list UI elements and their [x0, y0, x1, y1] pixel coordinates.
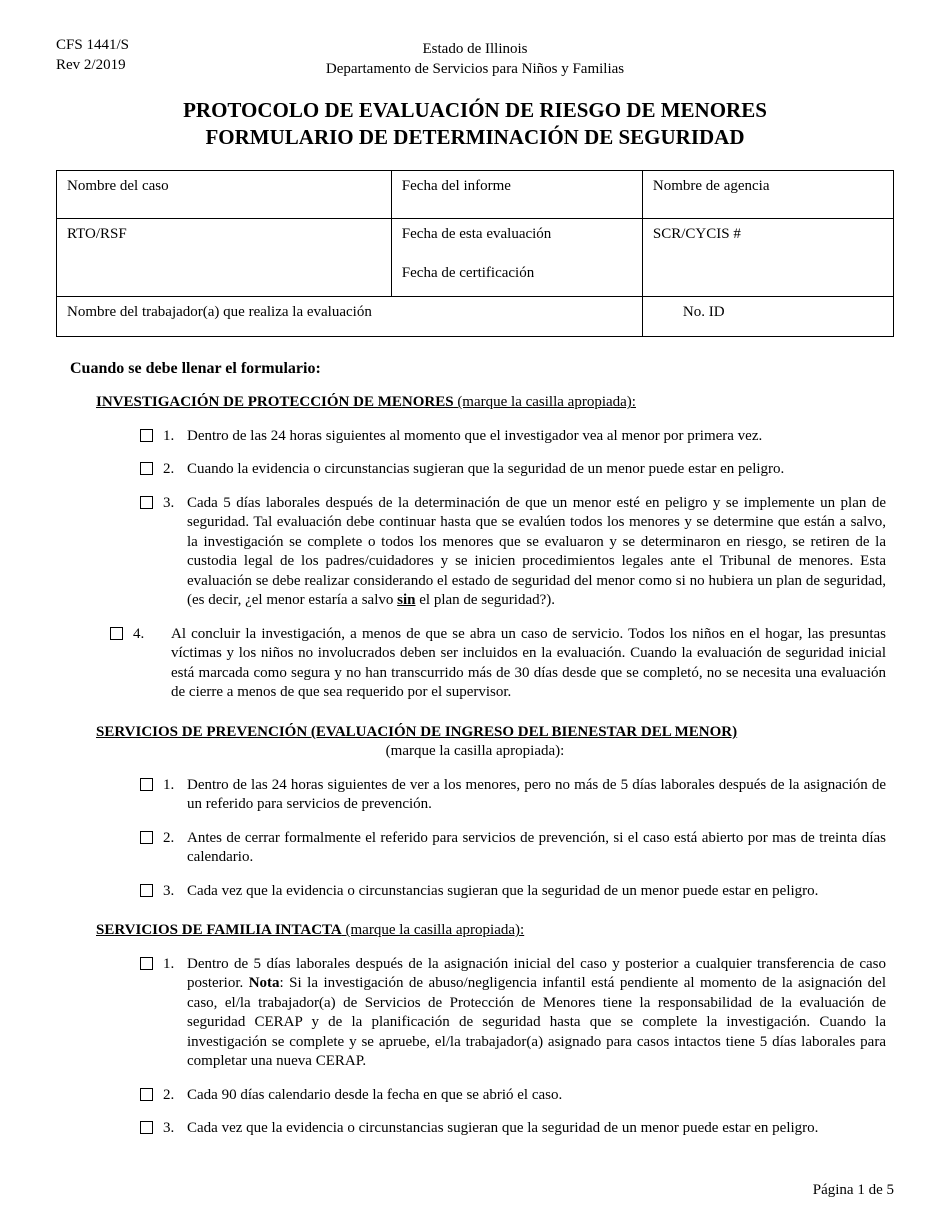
section2-marque: (marque la casilla apropiada): [56, 742, 894, 762]
item-number: 3. [163, 1119, 187, 1139]
item-text: Dentro de 5 días laborales después de la… [187, 955, 886, 1072]
cell-report-date[interactable]: Fecha del informe [391, 170, 642, 218]
cell-eval-cert-dates[interactable]: Fecha de esta evaluación Fecha de certif… [391, 218, 642, 296]
section2-heading: SERVICIOS DE PREVENCIÓN (EVALUACIÓN DE I… [96, 723, 894, 743]
item-text-part2: : Si la investigación de abuso/negligenc… [187, 975, 886, 1069]
section3-marque: (marque la casilla apropiada): [342, 922, 524, 938]
header-dept: Departamento de Servicios para Niños y F… [56, 60, 894, 80]
checkbox[interactable] [140, 1121, 153, 1134]
item-text: Al concluir la investigación, a menos de… [171, 625, 886, 703]
item-text: Dentro de las 24 horas siguientes al mom… [187, 427, 886, 447]
item-number: 1. [163, 955, 187, 975]
checkbox[interactable] [140, 957, 153, 970]
checkbox[interactable] [140, 831, 153, 844]
title-line1: PROTOCOLO DE EVALUACIÓN DE RIESGO DE MEN… [56, 97, 894, 124]
item-number: 1. [163, 776, 187, 796]
page-number: Página 1 de 5 [813, 1181, 894, 1201]
section3-item-3: 3. Cada vez que la evidencia o circunsta… [56, 1119, 894, 1139]
checkbox[interactable] [140, 1088, 153, 1101]
cell-scr-cycis[interactable]: SCR/CYCIS # [642, 218, 893, 296]
title-block: PROTOCOLO DE EVALUACIÓN DE RIESGO DE MEN… [56, 97, 894, 152]
item-text: Cada 90 días calendario desde la fecha e… [187, 1086, 886, 1106]
item-text: Cada 5 días laborales después de la dete… [187, 494, 886, 611]
section2-item-1: 1. Dentro de las 24 horas siguientes de … [56, 776, 894, 815]
header-state: Estado de Illinois [56, 40, 894, 60]
form-id-line2: Rev 2/2019 [56, 56, 129, 76]
item-number: 3. [163, 882, 187, 902]
section1-marque: (marque la casilla apropiada): [454, 394, 636, 410]
item-text-underline: sin [397, 592, 415, 608]
item-text: Cada vez que la evidencia o circunstanci… [187, 1119, 886, 1139]
section3-item-2: 2. Cada 90 días calendario desde la fech… [56, 1086, 894, 1106]
when-to-complete-title: Cuando se debe llenar el formulario: [70, 359, 894, 380]
section3-heading: SERVICIOS DE FAMILIA INTACTA (marque la … [96, 921, 894, 941]
section1-heading-text: INVESTIGACIÓN DE PROTECCIÓN DE MENORES [96, 394, 454, 410]
section1-item-3: 3. Cada 5 días laborales después de la d… [56, 494, 894, 611]
item-text-bold: Nota [249, 975, 280, 991]
cell-cert-date-label: Fecha de certificación [402, 264, 632, 284]
cell-no-id[interactable]: No. ID [642, 296, 893, 336]
item-number: 2. [163, 829, 187, 849]
checkbox[interactable] [110, 627, 123, 640]
section1-item-1: 1. Dentro de las 24 horas siguientes al … [56, 427, 894, 447]
section2-item-2: 2. Antes de cerrar formalmente el referi… [56, 829, 894, 868]
section1-heading: INVESTIGACIÓN DE PROTECCIÓN DE MENORES (… [96, 393, 894, 413]
item-number: 2. [163, 460, 187, 480]
checkbox[interactable] [140, 884, 153, 897]
form-id-block: CFS 1441/S Rev 2/2019 [56, 36, 129, 75]
section3-heading-text: SERVICIOS DE FAMILIA INTACTA [96, 922, 342, 938]
section-familia-intacta: SERVICIOS DE FAMILIA INTACTA (marque la … [56, 921, 894, 1139]
case-info-table: Nombre del caso Fecha del informe Nombre… [56, 170, 894, 337]
checkbox[interactable] [140, 778, 153, 791]
item-text: Cada vez que la evidencia o circunstanci… [187, 882, 886, 902]
section1-item-2: 2. Cuando la evidencia o circunstancias … [56, 460, 894, 480]
item-text: Antes de cerrar formalmente el referido … [187, 829, 886, 868]
item-text-part2: el plan de seguridad?). [416, 592, 556, 608]
item-number: 2. [163, 1086, 187, 1106]
item-number: 3. [163, 494, 187, 514]
form-id-line1: CFS 1441/S [56, 36, 129, 56]
cell-rto-rsf[interactable]: RTO/RSF [57, 218, 392, 296]
item-number: 4. [133, 625, 171, 645]
section3-items: 1. Dentro de 5 días laborales después de… [56, 955, 894, 1139]
section3-item-1: 1. Dentro de 5 días laborales después de… [56, 955, 894, 1072]
item-number: 1. [163, 427, 187, 447]
checkbox[interactable] [140, 496, 153, 509]
section2-item-3: 3. Cada vez que la evidencia o circunsta… [56, 882, 894, 902]
item-text: Dentro de las 24 horas siguientes de ver… [187, 776, 886, 815]
cell-worker-name[interactable]: Nombre del trabajador(a) que realiza la … [57, 296, 643, 336]
checkbox[interactable] [140, 462, 153, 475]
header-center: Estado de Illinois Departamento de Servi… [56, 40, 894, 79]
section1-item-4: 4. Al concluir la investigación, a menos… [56, 625, 894, 703]
section-investigacion: INVESTIGACIÓN DE PROTECCIÓN DE MENORES (… [56, 393, 894, 703]
section-prevencion: SERVICIOS DE PREVENCIÓN (EVALUACIÓN DE I… [56, 723, 894, 902]
checkbox[interactable] [140, 429, 153, 442]
section2-items: 1. Dentro de las 24 horas siguientes de … [56, 776, 894, 902]
title-line2: FORMULARIO DE DETERMINACIÓN DE SEGURIDAD [56, 124, 894, 151]
cell-case-name[interactable]: Nombre del caso [57, 170, 392, 218]
item-text: Cuando la evidencia o circunstancias sug… [187, 460, 886, 480]
cell-eval-date-label: Fecha de esta evaluación [402, 226, 552, 242]
section2-heading-text: SERVICIOS DE PREVENCIÓN (EVALUACIÓN DE I… [96, 724, 737, 740]
cell-agency-name[interactable]: Nombre de agencia [642, 170, 893, 218]
section1-items: 1. Dentro de las 24 horas siguientes al … [56, 427, 894, 703]
